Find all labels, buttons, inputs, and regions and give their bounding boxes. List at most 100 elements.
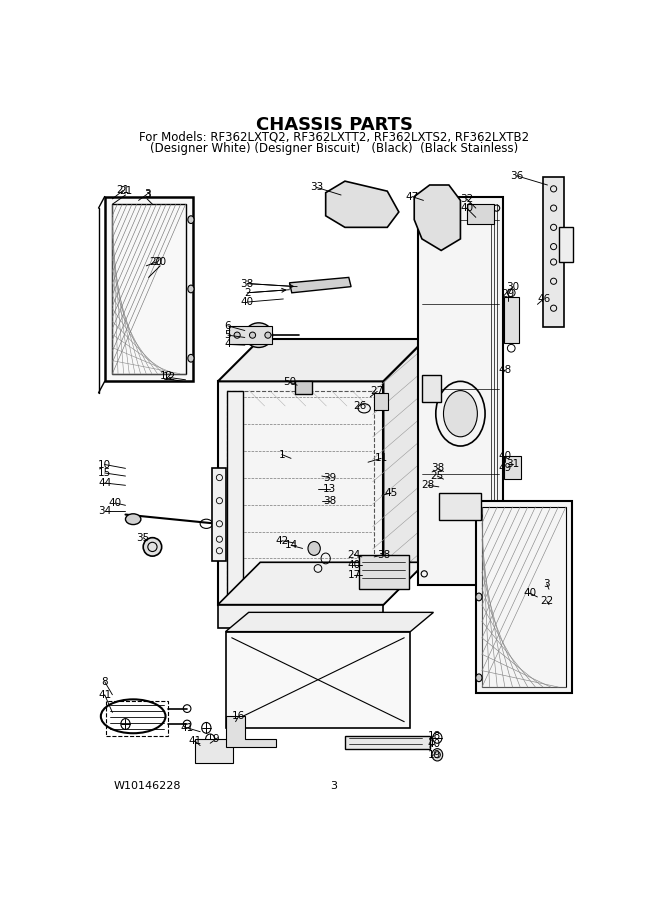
Text: 41: 41: [181, 723, 194, 733]
Text: 21: 21: [119, 186, 132, 196]
Text: 38: 38: [241, 279, 254, 289]
Ellipse shape: [125, 514, 141, 525]
Text: 34: 34: [98, 507, 111, 517]
Text: 32: 32: [460, 194, 473, 204]
Bar: [105, 196, 193, 382]
Ellipse shape: [188, 216, 194, 223]
Ellipse shape: [308, 542, 320, 555]
Bar: [476, 500, 572, 693]
Text: 3: 3: [143, 189, 151, 199]
Text: 42: 42: [275, 536, 288, 545]
Bar: [374, 393, 388, 410]
Bar: [543, 177, 565, 328]
Text: CHASSIS PARTS: CHASSIS PARTS: [256, 116, 413, 134]
Text: 8: 8: [101, 677, 108, 687]
Text: 40: 40: [523, 588, 537, 598]
Bar: [418, 196, 503, 585]
Text: 26: 26: [353, 401, 367, 411]
Text: 38: 38: [431, 464, 444, 473]
Bar: [504, 456, 521, 479]
Bar: [112, 204, 186, 374]
Text: 20: 20: [154, 257, 167, 267]
Text: 17: 17: [348, 571, 361, 580]
Text: 30: 30: [506, 282, 520, 292]
Text: 3: 3: [543, 579, 550, 589]
Bar: [295, 382, 312, 393]
Text: 29: 29: [501, 289, 515, 300]
Polygon shape: [289, 277, 351, 292]
Polygon shape: [218, 339, 426, 382]
Text: 14: 14: [284, 540, 298, 551]
Bar: [195, 740, 233, 762]
Text: 22: 22: [540, 596, 554, 606]
Text: 49: 49: [499, 463, 512, 473]
Ellipse shape: [250, 332, 256, 338]
Polygon shape: [226, 716, 276, 747]
Ellipse shape: [188, 285, 194, 292]
Text: 38: 38: [377, 550, 390, 560]
Bar: [467, 204, 494, 223]
Text: 28: 28: [421, 481, 435, 491]
Polygon shape: [218, 382, 383, 605]
Ellipse shape: [432, 749, 443, 761]
Bar: [482, 507, 566, 687]
Text: 41: 41: [188, 736, 201, 746]
Bar: [227, 391, 374, 596]
Text: 18: 18: [428, 731, 441, 741]
Text: 24: 24: [348, 550, 361, 560]
Text: 40: 40: [428, 739, 441, 749]
Text: 44: 44: [98, 478, 111, 488]
Text: 16: 16: [232, 711, 245, 721]
Text: 21: 21: [117, 185, 130, 195]
Text: 2: 2: [244, 288, 250, 298]
Text: 4: 4: [224, 339, 231, 349]
Text: For Models: RF362LXTQ2, RF362LXTT2, RF362LXTS2, RF362LXTB2: For Models: RF362LXTQ2, RF362LXTT2, RF36…: [139, 130, 529, 144]
Ellipse shape: [265, 332, 271, 338]
Text: 12: 12: [160, 371, 173, 381]
Ellipse shape: [476, 512, 482, 520]
Polygon shape: [326, 181, 399, 228]
Bar: [213, 468, 226, 561]
Bar: [226, 632, 410, 728]
Text: 46: 46: [537, 294, 550, 304]
Text: 50: 50: [283, 377, 296, 387]
Text: 25: 25: [431, 471, 444, 482]
Text: 27: 27: [370, 386, 384, 396]
Text: 40: 40: [241, 297, 254, 307]
Text: 5: 5: [224, 330, 231, 340]
Ellipse shape: [188, 355, 194, 362]
Bar: [345, 735, 430, 750]
Bar: [503, 297, 519, 343]
Text: (Designer White) (Designer Biscuit)   (Black)  (Black Stainless): (Designer White) (Designer Biscuit) (Bla…: [150, 141, 518, 155]
Bar: [439, 493, 481, 520]
Polygon shape: [414, 185, 460, 250]
Polygon shape: [383, 339, 426, 605]
Text: 6: 6: [224, 321, 231, 331]
Text: 48: 48: [499, 364, 512, 374]
Text: 15: 15: [98, 468, 111, 478]
Text: 40: 40: [109, 498, 122, 508]
Text: 3: 3: [331, 780, 338, 790]
Bar: [230, 326, 272, 345]
Ellipse shape: [234, 332, 240, 338]
Text: 40: 40: [499, 451, 512, 461]
Text: 1: 1: [278, 449, 285, 460]
Text: 20: 20: [150, 257, 163, 267]
Text: 40: 40: [348, 561, 361, 571]
Text: W10146228: W10146228: [114, 780, 181, 790]
Polygon shape: [218, 562, 426, 605]
Text: 47: 47: [406, 192, 419, 202]
Text: 33: 33: [310, 183, 323, 193]
Text: 41: 41: [98, 689, 111, 699]
Text: 3: 3: [143, 190, 151, 200]
Text: 40: 40: [460, 203, 473, 213]
Bar: [218, 605, 383, 628]
Polygon shape: [226, 612, 434, 632]
Ellipse shape: [143, 537, 162, 556]
Bar: [106, 701, 168, 735]
Ellipse shape: [476, 593, 482, 601]
Bar: [359, 554, 409, 590]
Text: 9: 9: [213, 734, 219, 744]
Bar: [227, 391, 243, 596]
Text: 39: 39: [323, 472, 336, 482]
